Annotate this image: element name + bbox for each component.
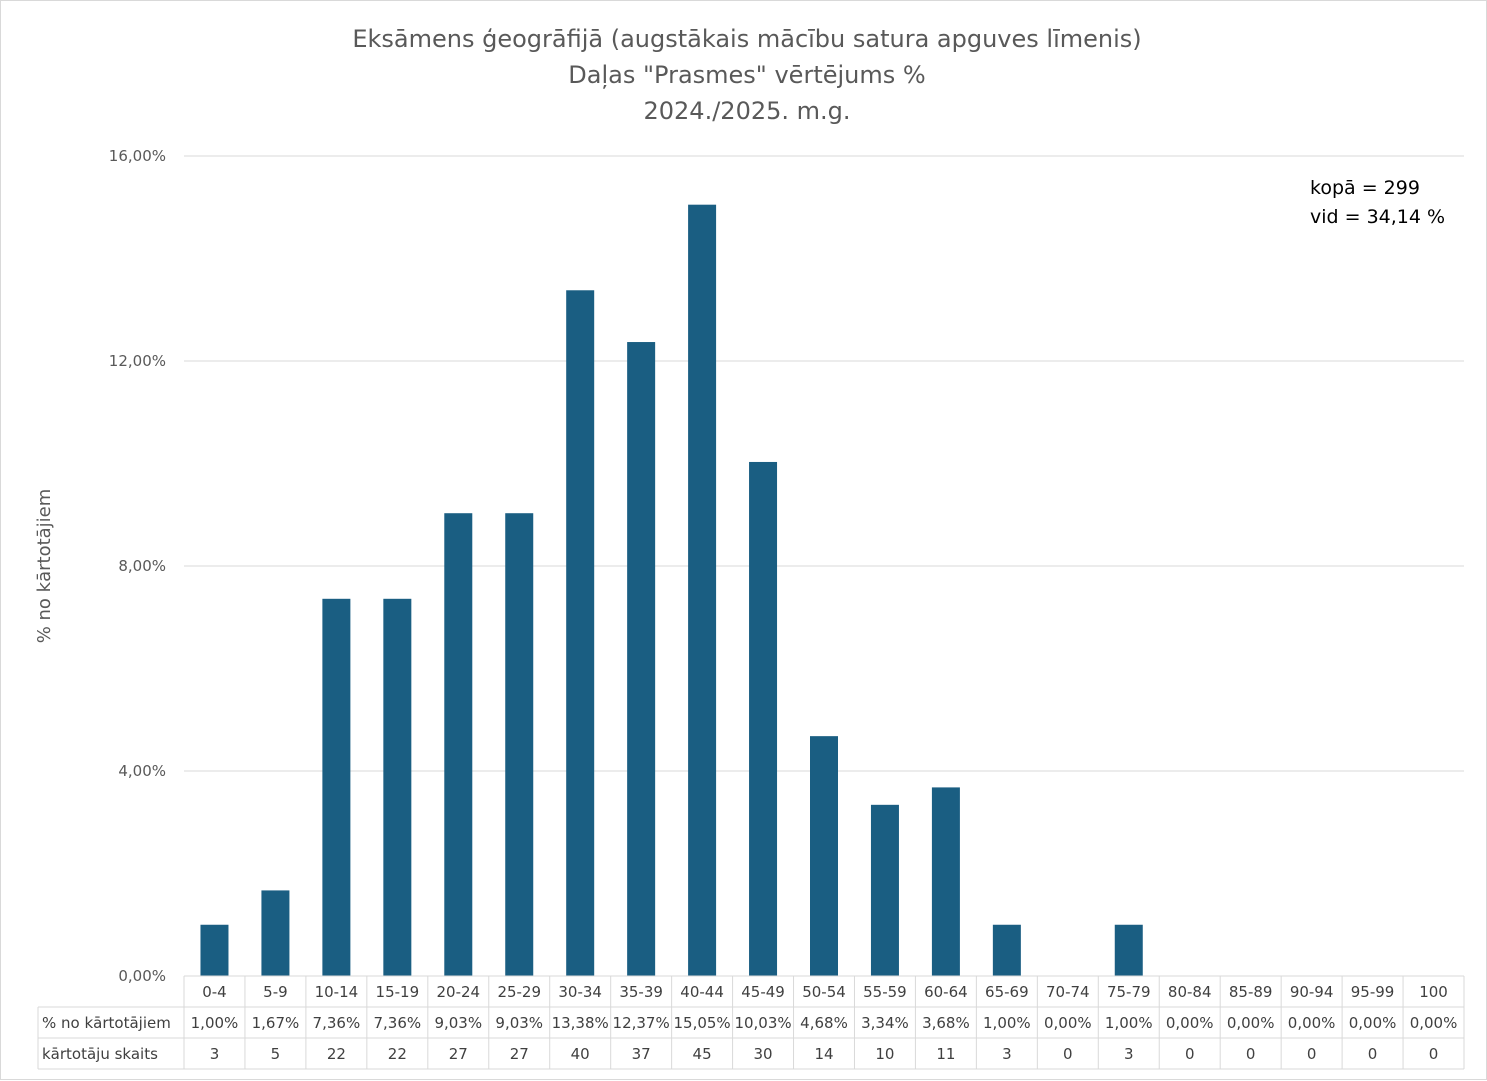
bar: [505, 513, 534, 976]
table-row-label: % no kārtotājiem: [42, 1014, 171, 1032]
table-cell: 3: [1124, 1045, 1134, 1063]
table-cell: 0: [1246, 1045, 1256, 1063]
table-cell: 0,00%: [1288, 1014, 1336, 1032]
table-cell: 3: [210, 1045, 220, 1063]
table-cell: 7,36%: [374, 1014, 422, 1032]
table-cell: 3: [1002, 1045, 1012, 1063]
chart-title: Eksāmens ģeogrāfijā (augstākais mācību s…: [352, 25, 1141, 125]
table-cell: 4,68%: [800, 1014, 848, 1032]
bar: [1114, 924, 1143, 976]
bar: [566, 290, 595, 976]
table-cell: 9,03%: [434, 1014, 482, 1032]
x-tick-label: 50-54: [802, 983, 846, 1001]
bars: [200, 204, 1143, 977]
table-row-label: kārtotāju skaits: [42, 1045, 158, 1063]
table-cell: 14: [814, 1045, 833, 1063]
bar: [200, 924, 229, 976]
x-tick-label: 80-84: [1168, 983, 1212, 1001]
table-cell: 3,34%: [861, 1014, 909, 1032]
table-cell: 0: [1368, 1045, 1378, 1063]
table-cell: 40: [571, 1045, 590, 1063]
table-cell: 1,00%: [1105, 1014, 1153, 1032]
x-tick-label: 90-94: [1290, 983, 1334, 1001]
data-table: 0-4 5-9 10-14 15-19 20-24 25-29 30-34 35-39 40-4…: [37, 975, 1465, 1070]
table-cell: 5: [271, 1045, 281, 1063]
bar: [870, 804, 899, 976]
table-cell: 37: [632, 1045, 651, 1063]
bar: [810, 736, 838, 976]
table-cell: 11: [936, 1045, 955, 1063]
table-cell: 45: [693, 1045, 712, 1063]
annotation-total: kopā = 299: [1310, 177, 1420, 199]
table-cell: 1,00%: [191, 1014, 239, 1032]
table-cell: 1,67%: [252, 1014, 300, 1032]
table-cell: 3,68%: [922, 1014, 970, 1032]
y-axis-ticks: 0,00% 4,00% 8,00% 12,00% 16,00%: [109, 147, 166, 985]
table-cell: 22: [327, 1045, 346, 1063]
table-cell: 0: [1185, 1045, 1195, 1063]
x-tick-label: 30-34: [558, 983, 602, 1001]
y-tick-label: 12,00%: [109, 352, 166, 370]
table-cell: 0,00%: [1166, 1014, 1214, 1032]
table-cell: 15,05%: [673, 1014, 730, 1032]
x-tick-label: 60-64: [924, 983, 968, 1001]
summary-annotation: kopā = 299 vid = 34,14 %: [1310, 177, 1445, 228]
bar: [688, 204, 717, 976]
x-tick-label: 65-69: [985, 983, 1029, 1001]
table-cell: 10: [875, 1045, 894, 1063]
x-tick-label: 95-99: [1351, 983, 1395, 1001]
y-tick-label: 0,00%: [118, 967, 166, 985]
table-cell: 1,00%: [983, 1014, 1031, 1032]
y-tick-label: 4,00%: [118, 762, 166, 780]
x-tick-label: 25-29: [497, 983, 541, 1001]
x-tick-label: 5-9: [263, 983, 288, 1001]
table-cell: 12,37%: [613, 1014, 670, 1032]
table-cell: 0: [1429, 1045, 1439, 1063]
table-cell: 0,00%: [1044, 1014, 1092, 1032]
bar: [322, 598, 351, 976]
table-cell: 10,03%: [734, 1014, 791, 1032]
table-cell: 9,03%: [495, 1014, 543, 1032]
annotation-average: vid = 34,14 %: [1310, 206, 1445, 228]
bar: [749, 461, 778, 976]
x-tick-label: 70-74: [1046, 983, 1090, 1001]
table-cell: 0: [1063, 1045, 1073, 1063]
table-cell: 27: [510, 1045, 529, 1063]
table-cell: 30: [754, 1045, 773, 1063]
x-tick-label: 100: [1419, 983, 1448, 1001]
bar: [383, 598, 412, 976]
bar: [444, 513, 473, 976]
y-tick-label: 16,00%: [109, 147, 166, 165]
chart-title-line-2: Daļas "Prasmes" vērtējums %: [568, 61, 925, 89]
x-tick-label: 35-39: [619, 983, 663, 1001]
bar: [261, 890, 290, 976]
bar: [627, 342, 656, 977]
bar: [931, 787, 960, 976]
bar: [992, 924, 1021, 976]
table-cell: 13,38%: [552, 1014, 609, 1032]
x-tick-label: 75-79: [1107, 983, 1151, 1001]
x-tick-label: 85-89: [1229, 983, 1273, 1001]
y-tick-label: 8,00%: [118, 557, 166, 575]
x-tick-label: 40-44: [680, 983, 724, 1001]
table-cell: 0,00%: [1349, 1014, 1397, 1032]
table-cell: 27: [449, 1045, 468, 1063]
x-tick-label: 15-19: [376, 983, 420, 1001]
x-tick-label: 20-24: [436, 983, 480, 1001]
table-cell: 22: [388, 1045, 407, 1063]
chart-title-line-1: Eksāmens ģeogrāfijā (augstākais mācību s…: [352, 25, 1141, 53]
table-cell: 0,00%: [1227, 1014, 1275, 1032]
x-tick-label: 10-14: [315, 983, 359, 1001]
table-cell: 0: [1307, 1045, 1317, 1063]
table-cell: 7,36%: [313, 1014, 361, 1032]
x-tick-label: 0-4: [202, 983, 227, 1001]
table-cell: 0,00%: [1410, 1014, 1458, 1032]
x-tick-label: 45-49: [741, 983, 785, 1001]
x-tick-label: 55-59: [863, 983, 907, 1001]
chart-title-line-3: 2024./2025. m.g.: [644, 97, 851, 125]
y-axis-label: % no kārtotājiem: [34, 489, 55, 644]
